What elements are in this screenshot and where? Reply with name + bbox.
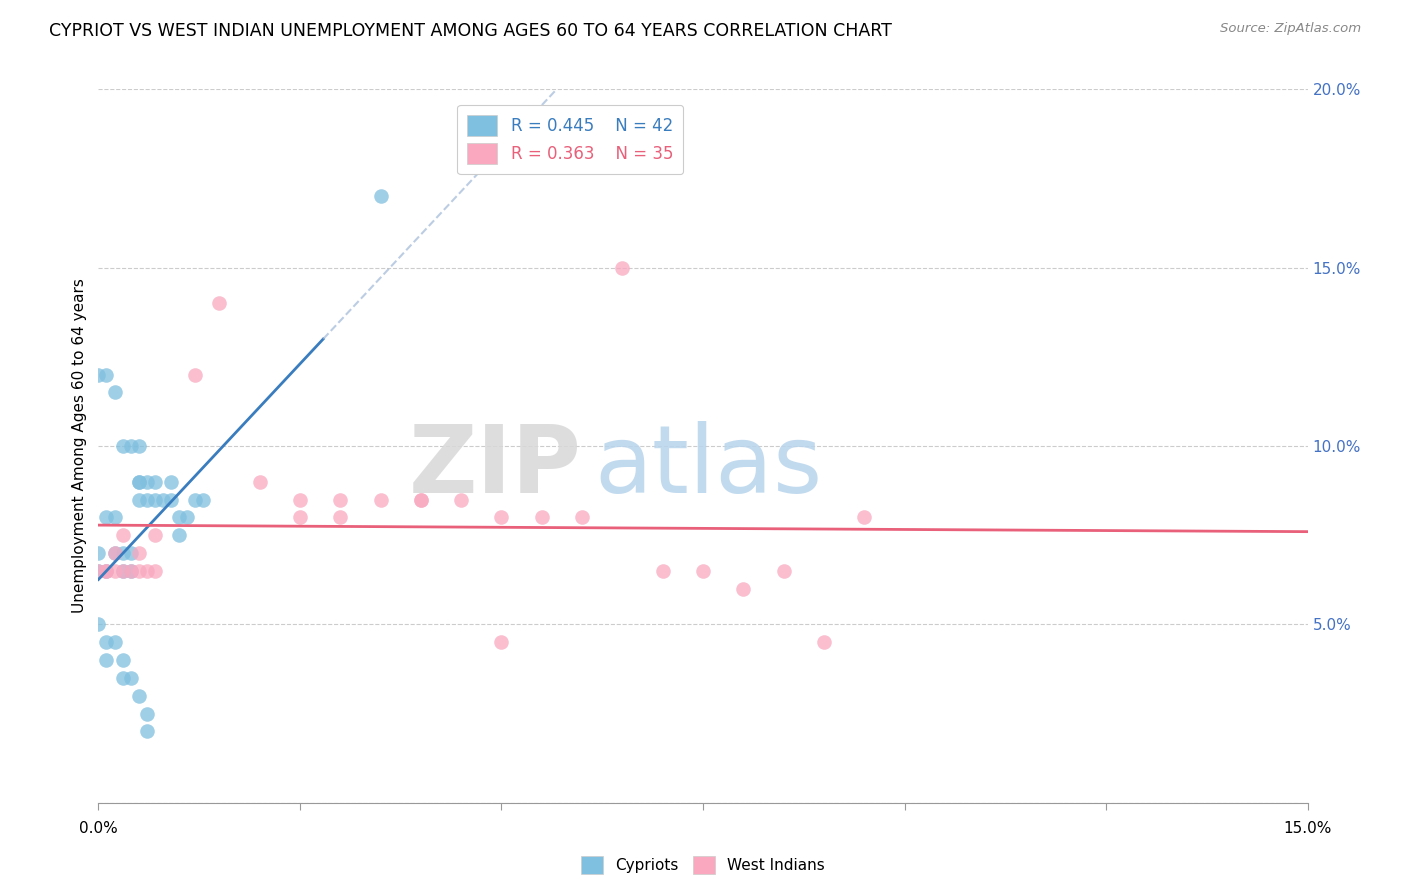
Point: [143, 564, 166, 578]
Text: Source: ZipAtlas.com: Source: ZipAtlas.com: [1220, 22, 1361, 36]
Point: [152, 492, 174, 507]
Point: [87, 617, 110, 632]
Point: [409, 492, 432, 507]
Point: [96, 564, 118, 578]
Legend: Cypriots, West Indians: Cypriots, West Indians: [575, 850, 831, 880]
Point: [111, 528, 134, 542]
Point: [103, 546, 125, 560]
Point: [370, 189, 392, 203]
Point: [128, 439, 150, 453]
Point: [450, 492, 472, 507]
Point: [167, 510, 190, 524]
Point: [193, 492, 215, 507]
Point: [329, 510, 352, 524]
Point: [692, 564, 714, 578]
Point: [96, 564, 118, 578]
Point: [733, 582, 755, 596]
Point: [143, 475, 166, 489]
Point: [87, 546, 110, 560]
Point: [120, 564, 142, 578]
Point: [128, 475, 150, 489]
Point: [128, 689, 150, 703]
Point: [128, 492, 150, 507]
Point: [612, 260, 634, 275]
Text: CYPRIOT VS WEST INDIAN UNEMPLOYMENT AMONG AGES 60 TO 64 YEARS CORRELATION CHART: CYPRIOT VS WEST INDIAN UNEMPLOYMENT AMON…: [49, 22, 891, 40]
Point: [87, 368, 110, 382]
Point: [853, 510, 876, 524]
Point: [96, 653, 118, 667]
Point: [111, 564, 134, 578]
Point: [103, 546, 125, 560]
Point: [135, 706, 157, 721]
Point: [208, 296, 231, 310]
Y-axis label: Unemployment Among Ages 60 to 64 years: Unemployment Among Ages 60 to 64 years: [72, 278, 87, 614]
Point: [103, 635, 125, 649]
Point: [249, 475, 271, 489]
Point: [111, 653, 134, 667]
Point: [135, 564, 157, 578]
Point: [160, 475, 183, 489]
Point: [111, 671, 134, 685]
Point: [96, 564, 118, 578]
Point: [96, 510, 118, 524]
Point: [128, 475, 150, 489]
Text: ZIP: ZIP: [409, 421, 582, 514]
Point: [135, 492, 157, 507]
Point: [103, 385, 125, 400]
Point: [135, 475, 157, 489]
Point: [288, 510, 311, 524]
Point: [111, 564, 134, 578]
Text: atlas: atlas: [595, 421, 823, 514]
Point: [167, 528, 190, 542]
Point: [111, 546, 134, 560]
Text: 0.0%: 0.0%: [79, 821, 118, 836]
Point: [111, 439, 134, 453]
Point: [160, 492, 183, 507]
Point: [491, 635, 513, 649]
Point: [87, 564, 110, 578]
Point: [128, 564, 150, 578]
Point: [329, 492, 352, 507]
Point: [184, 492, 207, 507]
Point: [143, 492, 166, 507]
Point: [128, 546, 150, 560]
Point: [120, 546, 142, 560]
Legend: R = 0.445    N = 42, R = 0.363    N = 35: R = 0.445 N = 42, R = 0.363 N = 35: [457, 104, 683, 174]
Text: 15.0%: 15.0%: [1284, 821, 1331, 836]
Point: [96, 368, 118, 382]
Point: [370, 492, 392, 507]
Point: [96, 635, 118, 649]
Point: [409, 492, 432, 507]
Point: [772, 564, 794, 578]
Point: [135, 724, 157, 739]
Point: [571, 510, 593, 524]
Point: [103, 510, 125, 524]
Point: [87, 564, 110, 578]
Point: [120, 671, 142, 685]
Point: [288, 492, 311, 507]
Point: [184, 368, 207, 382]
Point: [143, 528, 166, 542]
Point: [651, 564, 673, 578]
Point: [120, 564, 142, 578]
Point: [813, 635, 835, 649]
Point: [120, 439, 142, 453]
Point: [491, 510, 513, 524]
Point: [176, 510, 198, 524]
Point: [103, 564, 125, 578]
Point: [530, 510, 553, 524]
